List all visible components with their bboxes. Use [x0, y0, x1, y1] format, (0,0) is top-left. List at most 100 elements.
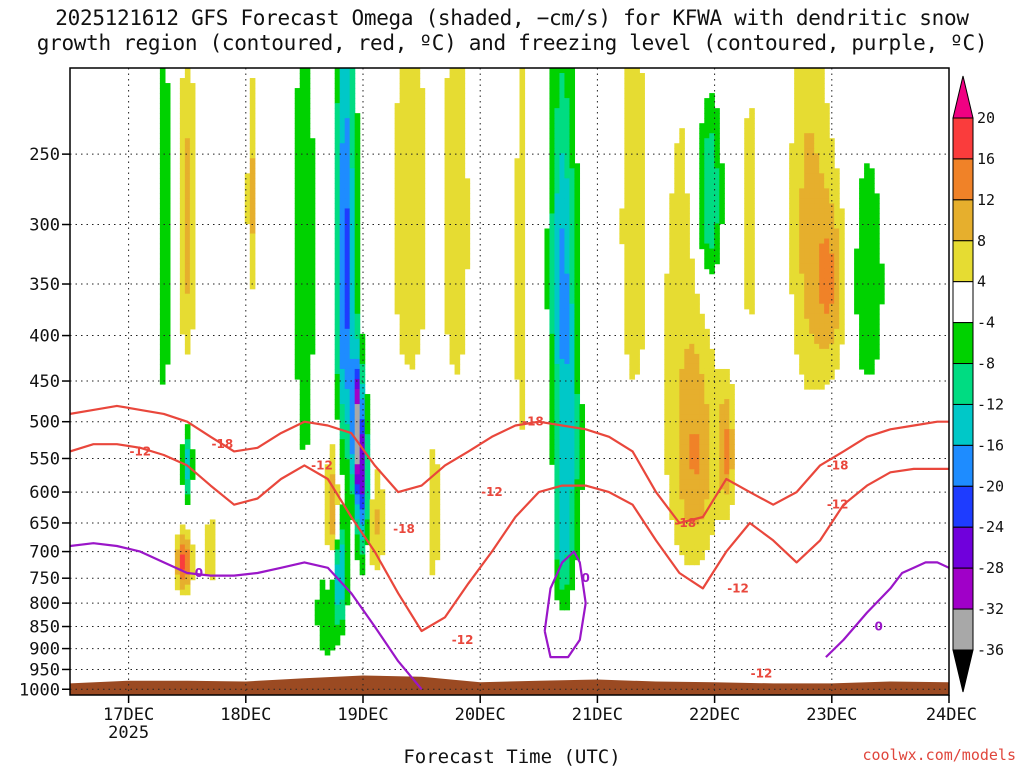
omega-cell — [569, 419, 576, 425]
omega-cell — [449, 168, 456, 174]
omega-cell — [804, 278, 810, 285]
omega-cell — [679, 378, 685, 385]
omega-cell — [809, 343, 815, 350]
omega-cell — [419, 218, 426, 225]
omega-cell — [874, 248, 880, 255]
omega-cell — [409, 113, 416, 119]
omega-cell — [719, 404, 725, 410]
omega-cell — [569, 203, 576, 210]
omega-cell — [664, 454, 670, 460]
omega-cell — [354, 368, 361, 375]
omega-cell — [729, 389, 735, 395]
omega-cell — [299, 439, 306, 445]
omega-cell — [394, 143, 401, 149]
omega-cell — [179, 228, 186, 235]
omega-cell — [294, 263, 301, 270]
omega-cell — [874, 203, 880, 210]
omega-cell — [159, 68, 166, 74]
omega-cell — [344, 399, 351, 405]
omega-cell — [354, 243, 361, 250]
omega-cell — [344, 599, 351, 606]
omega-cell — [569, 504, 576, 511]
omega-cell — [709, 348, 715, 355]
omega-cell — [749, 188, 755, 194]
omega-cell — [674, 509, 680, 516]
omega-cell — [429, 484, 436, 490]
omega-cell — [569, 293, 576, 300]
omega-cell — [869, 213, 875, 220]
omega-cell — [394, 108, 401, 114]
omega-cell — [814, 378, 820, 385]
omega-cell — [249, 193, 256, 200]
omega-cell — [324, 604, 331, 611]
omega-cell — [559, 459, 566, 465]
omega-cell — [694, 303, 700, 310]
omega-cell — [634, 78, 640, 84]
omega-cell — [684, 464, 690, 470]
omega-cell — [419, 113, 426, 119]
omega-cell — [559, 444, 566, 450]
omega-cell — [789, 143, 795, 149]
omega-cell — [874, 283, 880, 290]
omega-cell — [414, 128, 421, 134]
omega-cell — [304, 198, 311, 205]
omega-cell — [674, 193, 680, 200]
credit-link[interactable]: coolwx.com/models — [862, 746, 1016, 764]
omega-cell — [699, 464, 705, 470]
omega-cell — [809, 248, 815, 255]
omega-cell — [799, 323, 805, 330]
omega-cell — [664, 394, 670, 400]
omega-cell — [864, 173, 870, 179]
omega-cell — [394, 268, 401, 275]
omega-cell — [549, 118, 556, 124]
colorbar-swatch — [952, 322, 974, 365]
omega-cell — [164, 353, 171, 360]
omega-cell — [709, 469, 715, 475]
omega-cell — [714, 419, 720, 425]
omega-cell — [669, 414, 675, 420]
omega-cell — [719, 373, 725, 380]
omega-cell — [179, 218, 186, 225]
omega-cell — [804, 138, 810, 144]
omega-cell — [354, 384, 361, 390]
omega-cell — [189, 133, 196, 139]
omega-cell — [814, 103, 820, 109]
omega-cell — [454, 73, 461, 79]
omega-cell — [679, 138, 685, 144]
omega-cell — [409, 138, 416, 144]
omega-cell — [309, 148, 316, 154]
omega-cell — [354, 399, 361, 405]
omega-cell — [329, 639, 336, 646]
omega-cell — [449, 103, 456, 109]
omega-cell — [804, 193, 810, 200]
omega-cell — [544, 298, 551, 305]
omega-cell — [344, 569, 351, 576]
omega-cell — [399, 208, 406, 215]
omega-cell — [549, 293, 556, 300]
omega-cell — [799, 283, 805, 290]
omega-cell — [699, 218, 705, 225]
y-tick-label: 350 — [29, 275, 60, 295]
omega-cell — [694, 514, 700, 521]
omega-cell — [699, 459, 705, 465]
omega-cell — [689, 318, 695, 325]
omega-cell — [249, 243, 256, 250]
omega-cell — [569, 363, 576, 370]
omega-cell — [669, 238, 675, 245]
omega-cell — [674, 173, 680, 179]
omega-cell — [554, 248, 561, 255]
omega-cell — [409, 163, 416, 169]
omega-cell — [184, 544, 191, 551]
omega-cell — [814, 108, 820, 114]
omega-cell — [704, 389, 710, 395]
omega-cell — [839, 248, 845, 255]
omega-cell — [794, 253, 800, 260]
omega-cell — [354, 514, 361, 521]
omega-cell — [559, 419, 566, 425]
omega-cell — [819, 173, 825, 179]
omega-cell — [864, 193, 870, 200]
omega-cell — [859, 313, 865, 320]
omega-cell — [334, 489, 341, 495]
omega-cell — [519, 83, 526, 89]
omega-cell — [304, 298, 311, 305]
